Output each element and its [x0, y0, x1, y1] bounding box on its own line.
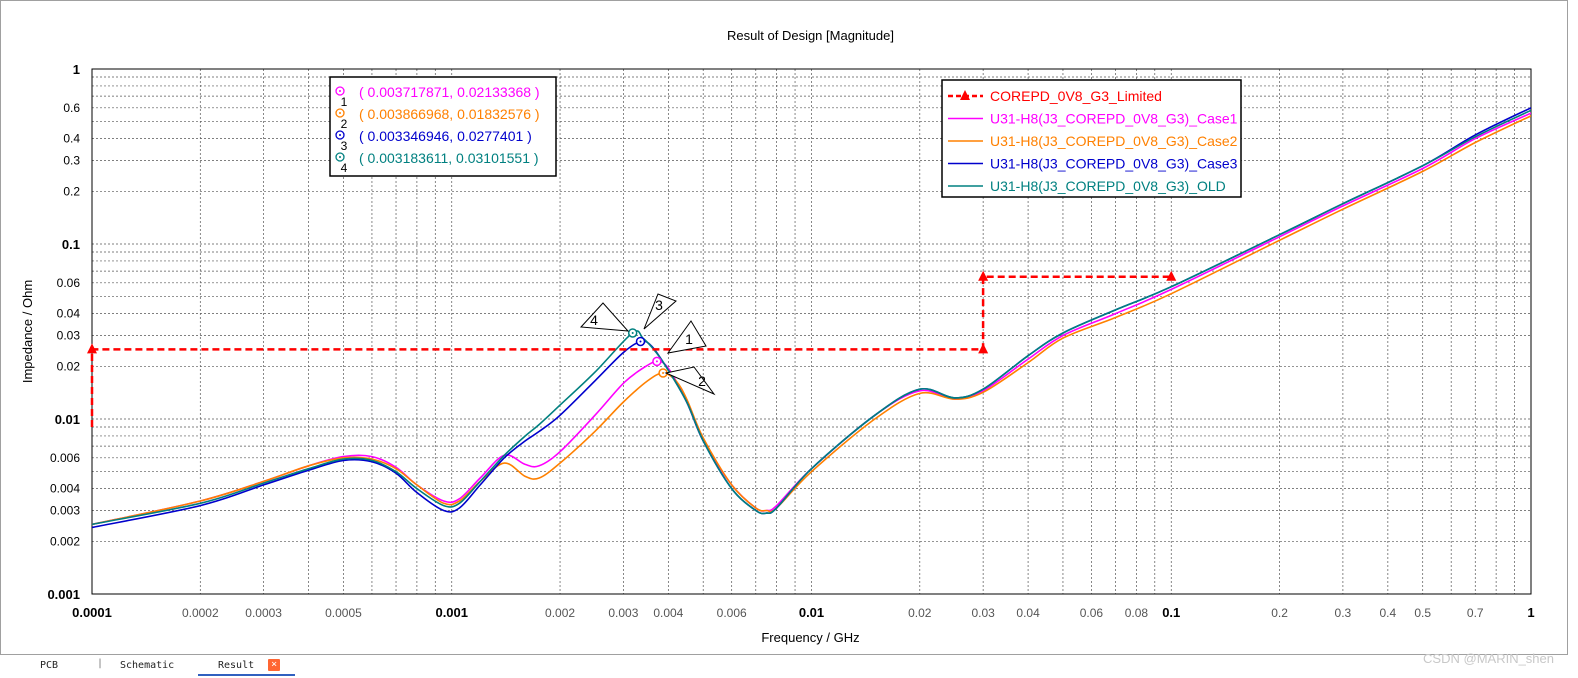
y-tick-label: 0.003 [50, 504, 80, 518]
y-tick-label: 1 [73, 62, 80, 77]
limit-triangle-marker [1166, 270, 1177, 281]
marker-readout-value: ( 0.003866968, 0.01832576 ) [359, 106, 540, 122]
marker-point-center-4 [631, 331, 634, 334]
tab-pcb[interactable]: PCB [40, 660, 59, 671]
legend-frame [941, 79, 1242, 198]
y-tick-label: 0.006 [50, 451, 80, 465]
y-tick-label: 0.02 [57, 359, 81, 373]
y-tick-label: 0.3 [63, 154, 80, 168]
limit-triangle-marker [978, 343, 989, 354]
marker-readout-icon-dot [339, 156, 341, 158]
x-tick-label: 0.0002 [182, 606, 219, 620]
marker-readout-id: 1 [341, 95, 348, 109]
marker-readout-box: 1 ( 0.003717871, 0.02133368 ) 2 ( 0.0038669… [329, 76, 557, 177]
y-tick-label: 0.06 [57, 276, 81, 290]
close-tab-icon[interactable]: × [268, 659, 281, 671]
marker-readout-frame [329, 76, 557, 177]
x-tick-label: 0.1 [1162, 605, 1180, 620]
y-tick-label: 0.001 [47, 587, 80, 602]
marker-readout-value: ( 0.003717871, 0.02133368 ) [359, 84, 540, 100]
watermark: CSDN @MARIN_shen [1423, 651, 1554, 666]
impedance-chart: Result of Design [Magnitude] 0.0001 0.001 0… [20, 28, 1535, 645]
marker-callout-2 [664, 366, 716, 396]
x-tick-label: 0.0003 [245, 606, 282, 620]
series-group [92, 107, 1531, 529]
x-tick-label: 0.003 [608, 606, 638, 620]
x-tick-label: 0.06 [1080, 606, 1104, 620]
marker-readout-icon-dot [339, 134, 341, 136]
y-tick-label: 0.004 [50, 482, 80, 496]
series-line-u31-h8-j3-corepd-0v8-g3-old [92, 109, 1531, 526]
chart-legend: COREPD_0V8_G3_Limited U31-H8(J3_COREPD_0V… [941, 79, 1242, 198]
x-tick-label: 0.006 [717, 606, 747, 620]
marker-point-center-2 [662, 371, 665, 374]
marker-readout-icon-dot [339, 112, 341, 114]
x-tick-label: 0.5 [1414, 606, 1431, 620]
y-tick-label: 0.03 [57, 329, 81, 343]
marker-readout-value: ( 0.003346946, 0.0277401 ) [359, 128, 532, 144]
x-tick-label: 0.03 [971, 606, 995, 620]
legend-entry-label: U31-H8(J3_COREPD_0V8_G3)_Case1 [990, 111, 1238, 127]
x-tick-label: 0.02 [908, 606, 932, 620]
marker-callout-4 [579, 302, 630, 332]
x-tick-label: 0.01 [799, 605, 824, 620]
marker-callout-label: 1 [685, 331, 693, 347]
x-axis-label: Frequency / GHz [761, 630, 859, 645]
x-tick-label: 0.0005 [325, 606, 362, 620]
plot-border [91, 68, 1532, 595]
marker-callout-label: 4 [590, 312, 598, 328]
y-tick-label: 0.01 [55, 412, 80, 427]
tab-schematic[interactable]: Schematic [120, 660, 175, 671]
marker-readout-id: 4 [341, 161, 348, 175]
x-tick-label: 0.7 [1467, 606, 1484, 620]
y-tick-label: 0.1 [62, 237, 80, 252]
grid-lines [91, 68, 1532, 595]
legend-entry-label: COREPD_0V8_G3_Limited [990, 88, 1162, 104]
document-tab-bar: PCB | Schematic Result × [0, 656, 1578, 678]
x-tick-label: 0.002 [545, 606, 575, 620]
limit-triangle-marker [978, 270, 989, 281]
marker-readout-id: 2 [341, 117, 348, 131]
limit-triangle-marker [87, 343, 97, 354]
x-tick-label: 0.3 [1335, 606, 1352, 620]
legend-entry-label: U31-H8(J3_COREPD_0V8_G3)_OLD [990, 178, 1226, 194]
legend-entry-label: U31-H8(J3_COREPD_0V8_G3)_Case3 [990, 156, 1238, 172]
x-tick-label: 0.4 [1379, 606, 1396, 620]
x-tick-label: 0.08 [1125, 606, 1149, 620]
marker-point-center-3 [639, 340, 642, 343]
tab-result[interactable]: Result × [198, 658, 295, 676]
marker-readout-value: ( 0.003183611, 0.03101551 ) [359, 150, 539, 166]
series-line-corepd-0v8-g3-limited [90, 275, 1172, 427]
marker-callout-label: 3 [655, 297, 663, 313]
x-tick-label: 1 [1527, 605, 1534, 620]
marker-callout-label: 2 [698, 373, 706, 389]
x-tick-label: 0.0001 [72, 605, 112, 620]
legend-swatch-triangle [960, 90, 970, 100]
y-tick-label: 0.002 [50, 534, 80, 548]
y-tick-label: 0.4 [63, 132, 80, 146]
legend-entry-label: U31-H8(J3_COREPD_0V8_G3)_Case2 [990, 133, 1238, 149]
result-window: Result of Design [Magnitude] 0.0001 0.001 0… [0, 0, 1568, 655]
chart-title: Result of Design [Magnitude] [727, 28, 894, 43]
marker-readout-icon-dot [339, 90, 341, 92]
y-tick-label: 0.04 [57, 307, 81, 321]
marker-callout-3 [643, 293, 677, 330]
tab-result-label: Result [218, 660, 255, 671]
x-tick-label: 0.2 [1271, 606, 1288, 620]
y-axis-label: Impedance / Ohm [20, 280, 35, 383]
x-tick-label: 0.004 [653, 606, 683, 620]
y-tick-label: 0.6 [63, 101, 80, 115]
series-line-u31-h8-j3-corepd-0v8-g3-case2 [92, 115, 1531, 526]
y-tick-label: 0.2 [63, 184, 80, 198]
tab-separator: | [97, 658, 104, 669]
x-tick-label: 0.001 [435, 605, 468, 620]
marker-callout-1 [666, 320, 707, 354]
marker-point-center-1 [655, 360, 658, 363]
x-tick-label: 0.04 [1016, 606, 1040, 620]
marker-readout-id: 3 [341, 139, 348, 153]
